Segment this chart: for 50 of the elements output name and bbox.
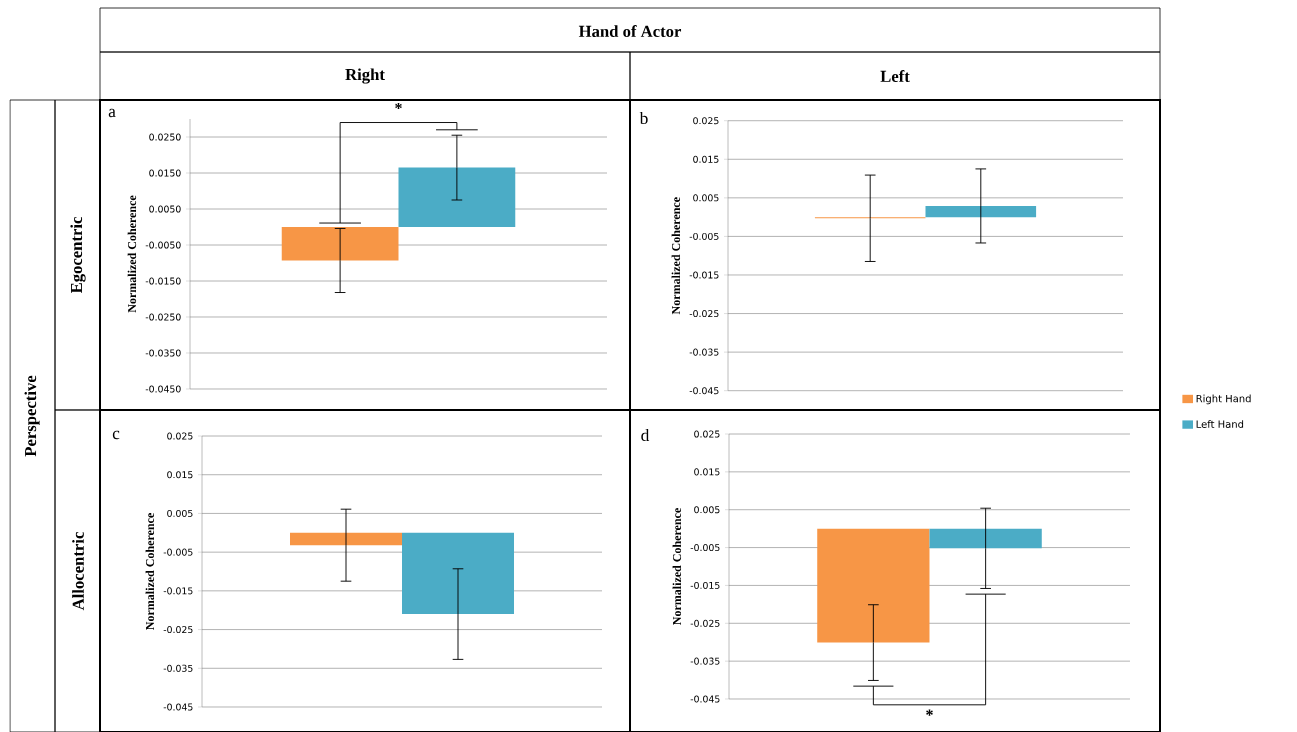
chart-title: Right [345, 68, 385, 84]
y-tick-label: -0.015 [690, 581, 720, 589]
y-tick-label: 0.025 [167, 432, 193, 440]
y-tick-label: -0.025 [690, 619, 720, 627]
y-axis-title: Normalized Coherence [145, 513, 155, 630]
text: d [641, 428, 650, 442]
y-tick-label: -0.015 [689, 271, 719, 279]
text: b [639, 111, 648, 125]
y-tick-label: -0.035 [690, 657, 720, 665]
y-tick-label: 0.0050 [149, 205, 181, 213]
chart-title: Left [880, 70, 910, 82]
text: a [108, 108, 116, 118]
y-tick-label: 0.015 [167, 471, 193, 479]
text: c [112, 430, 120, 440]
y-tick-label: -0.015 [163, 587, 193, 595]
y-tick-label: -0.025 [689, 310, 719, 318]
text: Hand of Actor [578, 25, 682, 37]
y-tick-label: -0.005 [690, 544, 720, 552]
text: * [926, 709, 933, 716]
text: Egocentric [70, 216, 86, 294]
y-tick-label: -0.005 [163, 548, 193, 556]
y-tick-label: -0.0250 [145, 313, 181, 321]
legend-label: Right Hand [1196, 394, 1251, 405]
y-tick-label: -0.0150 [145, 277, 181, 285]
text: Perspective [24, 375, 40, 457]
y-tick-label: 0.005 [694, 506, 720, 514]
y-tick-label: -0.045 [689, 387, 719, 395]
y-tick-label: -0.0450 [145, 385, 181, 393]
y-axis-title: Normalized Coherence [671, 197, 681, 315]
y-tick-label: 0.005 [167, 509, 193, 517]
y-tick-label: 0.015 [694, 468, 720, 476]
text: * [395, 102, 402, 109]
y-axis-title: Normalized Coherence [672, 508, 682, 625]
y-tick-label: 0.0150 [149, 169, 181, 177]
text: Allocentric [72, 532, 84, 611]
y-tick-label: -0.0350 [145, 349, 181, 357]
y-tick-label: -0.0050 [145, 241, 181, 249]
y-tick-label: -0.035 [689, 348, 719, 356]
y-tick-label: 0.0250 [149, 133, 181, 141]
y-axis-title: Normalized Coherence [127, 195, 137, 313]
y-tick-label: -0.035 [163, 664, 193, 672]
y-tick-label: 0.015 [693, 155, 719, 163]
y-tick-label: -0.005 [689, 232, 719, 240]
y-tick-label: 0.025 [694, 430, 720, 438]
y-tick-label: 0.005 [693, 194, 719, 202]
y-tick-label: -0.045 [163, 703, 193, 711]
legend-label: Left Hand [1196, 420, 1244, 428]
y-tick-label: -0.025 [163, 626, 193, 634]
y-tick-label: 0.025 [693, 117, 719, 125]
y-tick-label: -0.045 [690, 695, 720, 703]
